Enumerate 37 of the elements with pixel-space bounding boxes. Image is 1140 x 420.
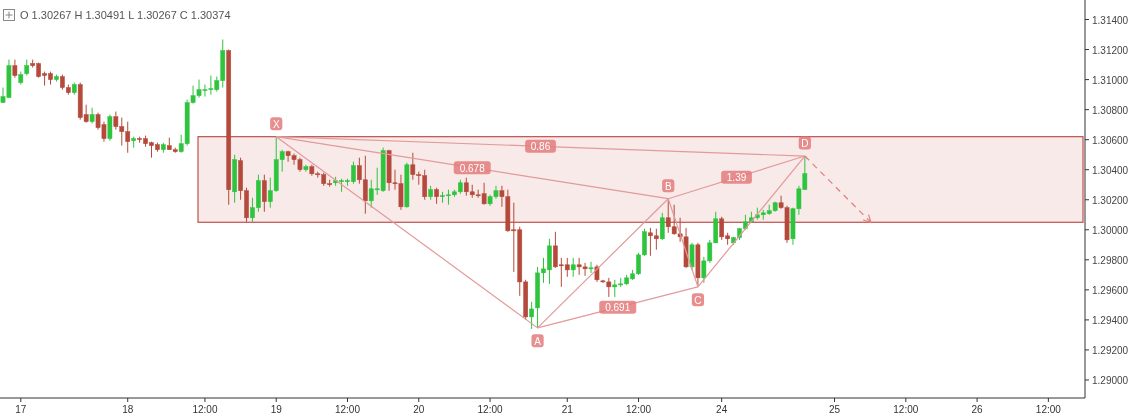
x-tick-label: 12:00: [192, 404, 218, 415]
x-tick-label: 12:00: [893, 404, 919, 415]
y-tick-label: 1.30600: [1092, 134, 1129, 146]
data-label: A: [534, 335, 542, 347]
x-tick-label: 18: [122, 404, 134, 415]
x-tick-label: 12:00: [334, 404, 361, 415]
series-label: 0.691: [605, 302, 631, 314]
y-tick-label: 1.29200: [1092, 344, 1129, 356]
x-tick-label: 12:00: [1035, 404, 1062, 415]
y-tick-label: 1.30200: [1092, 194, 1129, 206]
text: O 1.30267 H 1.30491 L 1.30267 C 1.30374: [20, 9, 231, 21]
x-tick-label: 12:00: [626, 404, 652, 415]
x-tick-label: 20: [413, 404, 425, 415]
y-tick-label: 1.29600: [1092, 284, 1129, 296]
data-label: B: [664, 180, 672, 192]
y-tick-label: 1.30400: [1092, 164, 1129, 176]
data-label: D: [801, 138, 809, 150]
y-tick-label: 1.29800: [1092, 254, 1129, 266]
y-tick-label: 1.31000: [1092, 74, 1129, 86]
y-tick-label: 1.29000: [1092, 374, 1129, 386]
x-tick-label: 19: [270, 404, 283, 415]
x-tick-label: 24: [716, 404, 728, 415]
x-tick-label: 21: [561, 404, 574, 415]
y-tick-label: 1.30800: [1092, 104, 1129, 116]
y-tick-label: 1.29400: [1092, 314, 1129, 326]
x-tick-label: 17: [15, 404, 27, 415]
x-tick-label: 25: [828, 404, 841, 415]
y-tick-label: 1.31200: [1092, 44, 1129, 56]
series-label: 1.39: [726, 172, 747, 184]
series-label: 0.678: [459, 162, 486, 174]
series-label: 0.86: [530, 141, 551, 153]
data-label: X: [272, 118, 280, 130]
data-label: C: [694, 294, 702, 306]
y-tick-label: 1.31400: [1092, 14, 1129, 26]
x-tick-label: 26: [971, 404, 984, 415]
x-tick-label: 12:00: [477, 404, 503, 415]
y-tick-label: 1.30000: [1092, 224, 1129, 236]
